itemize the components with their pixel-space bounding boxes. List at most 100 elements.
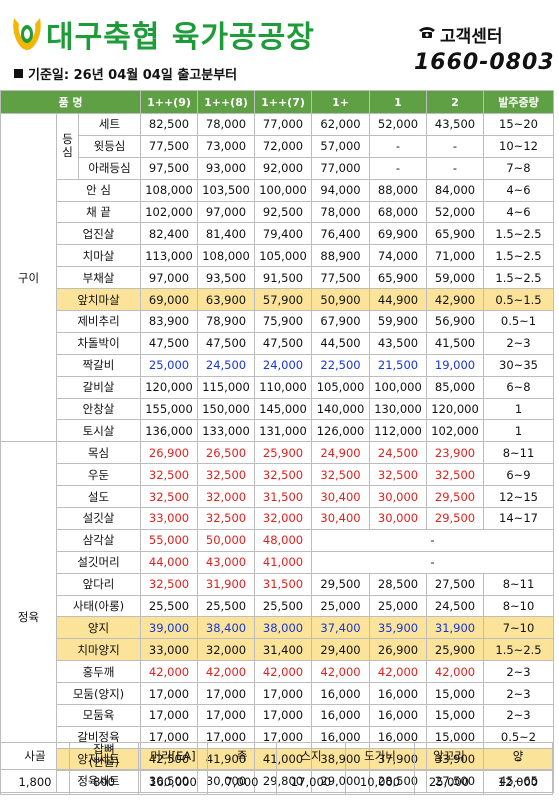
price-cell: 42,000: [369, 660, 427, 684]
price-cell: 25,500: [197, 594, 255, 618]
item-name: 앞다리: [56, 572, 141, 596]
price-cell: 97,000: [140, 266, 198, 290]
item-name: 설도: [56, 485, 141, 509]
price-cell: -: [426, 156, 484, 180]
price-cell: 92,000: [254, 156, 312, 180]
price-cell: 71,000: [426, 244, 484, 268]
item-name: 제비추리: [56, 310, 141, 333]
item-name: 모둠(양지): [56, 682, 141, 706]
price-cell: 6~8: [483, 375, 554, 399]
category-label-jeongyuk: 정육: [0, 441, 57, 793]
price-cell: 57,900: [254, 288, 312, 312]
price-cell: 2~3: [483, 682, 554, 706]
price-cell: 30,000: [369, 507, 427, 530]
price-cell: 47,500: [254, 331, 312, 355]
price-cell: 63,900: [197, 288, 255, 312]
price-cell: -: [369, 134, 427, 158]
table-row: 설깃살 33,000 32,500 32,000 30,400 30,000 29,500 1…: [1, 507, 554, 530]
table-row: 앞다리 32,500 31,900 31,500 29,500 28,500 27,500 8…: [1, 572, 554, 596]
price-cell: 55,000: [140, 528, 198, 552]
price-cell: 17,000: [254, 704, 312, 727]
item-name: 안 심: [56, 178, 141, 202]
table-row: 아래등심 97,500 93,000 92,000 77,000- -7~8: [1, 156, 554, 180]
price-cell: 22,500: [311, 353, 370, 377]
price-cell: 31,900: [197, 572, 255, 596]
price-cell: 15~20: [483, 113, 554, 136]
byproduct-value-row: 1,800 800 160,000 7,000 17,000 10,000 25…: [0, 769, 553, 795]
item-name: 아래등심: [78, 156, 141, 180]
price-cell: 110,000: [254, 375, 312, 399]
table-row: 안 심 108,000 103,500 100,000 94,000 88,000 84,0…: [1, 178, 554, 202]
price-cell: 16,000: [311, 704, 370, 727]
item-name: 설깃머리: [56, 550, 141, 574]
price-cell: 48,000: [254, 528, 312, 552]
price-cell: 42,000: [426, 660, 484, 684]
item-name: 안창살: [56, 397, 141, 421]
table-row: 정육 목심 26,900 26,500 25,900 24,900 24,500 23,900…: [0, 441, 554, 793]
price-cell: 94,000: [311, 178, 370, 202]
item-name: 업진살: [56, 222, 141, 246]
col-header-weight: 발주중량: [483, 90, 554, 114]
price-cell: 10~12: [483, 134, 554, 158]
price-cell: 52,000: [369, 113, 427, 136]
table-row: 양지 39,000 38,400 38,000 37,400 35,900 31,900 7~…: [1, 616, 554, 640]
byproduct-table: 사골 잡뼈 (반골) 머리[EA] 족 스지 도가니 알꼬리 양 1,800 80…: [0, 742, 553, 795]
price-cell: 32,500: [426, 463, 484, 487]
col-header-grade-7: 1++(7): [254, 90, 312, 114]
item-name: 부채살: [56, 266, 141, 290]
price-cell: 32,000: [254, 507, 312, 530]
price-cell: 120,000: [140, 375, 198, 399]
byproduct-value: 17,000: [276, 769, 346, 795]
price-cell: 126,000: [311, 419, 370, 443]
price-cell: 39,000: [140, 616, 198, 640]
price-cell: 47,500: [140, 331, 198, 355]
price-cell: 115,000: [197, 375, 255, 399]
price-cell: 30,400: [311, 485, 370, 509]
item-name: 삼각살: [56, 528, 141, 552]
table-row: 우둔 32,500 32,500 32,500 32,500 32,500 32,500 6~…: [1, 463, 554, 487]
logo-icon: [13, 18, 41, 50]
price-cell: 75,900: [254, 310, 312, 333]
price-cell: 103,500: [197, 178, 255, 202]
price-cell: 25,000: [140, 353, 198, 377]
price-cell: 150,000: [197, 397, 255, 421]
price-cell: 59,900: [369, 310, 427, 333]
price-cell: 29,500: [311, 572, 370, 596]
table-row: 윗등심 77,500 73,000 72,000 57,000- -10~12: [1, 134, 554, 158]
price-cell: 82,500: [140, 113, 198, 136]
price-cell: 52,000: [426, 200, 484, 224]
price-cell: 16,000: [369, 704, 427, 727]
item-name: 모둠육: [56, 704, 141, 727]
table-header-row: 품 명 1++(9) 1++(8) 1++(7) 1+ 1 2 발주중량: [0, 90, 554, 114]
price-cell: 17,000: [254, 682, 312, 706]
price-cell: -: [426, 134, 484, 158]
price-cell: 57,000: [311, 134, 370, 158]
table-row: 부채살 97,000 93,500 91,500 77,500 65,900 59,000 1…: [1, 266, 554, 290]
price-cell: -: [369, 156, 427, 180]
price-cell: 26,500: [197, 441, 255, 465]
byproduct-header: 머리[EA]: [138, 742, 208, 770]
price-cell: 81,400: [197, 222, 255, 246]
price-cell: 97,000: [197, 200, 255, 224]
price-cell: 17,000: [140, 704, 198, 727]
price-cell: 136,000: [140, 419, 198, 443]
price-cell: 25,900: [254, 441, 312, 465]
price-cell: 37,400: [311, 616, 370, 640]
table-row: 구이 등 심 세트 82,500 78,000 77,000 62,000 52,000 43,5…: [0, 112, 554, 443]
price-cell: 2~3: [483, 331, 554, 355]
price-cell: 25,000: [369, 594, 427, 618]
price-cell: 1.5~2.5: [483, 638, 554, 662]
price-cell: 7~8: [483, 156, 554, 180]
basis-date: 기준일: 26년 04월 04일 출고분부터: [14, 64, 237, 83]
price-cell: 41,500: [426, 331, 484, 355]
price-cell: 27,500: [426, 572, 484, 596]
table-row: 설깃머리 44,000 43,000 41,000-: [1, 550, 554, 574]
price-cell: 78,000: [197, 113, 255, 136]
price-cell: 32,000: [197, 485, 255, 509]
col-header-grade-1plus: 1+: [311, 90, 370, 114]
price-cell: 43,000: [197, 550, 255, 574]
price-cell: 33,000: [140, 507, 198, 530]
price-cell: 16,000: [369, 682, 427, 706]
